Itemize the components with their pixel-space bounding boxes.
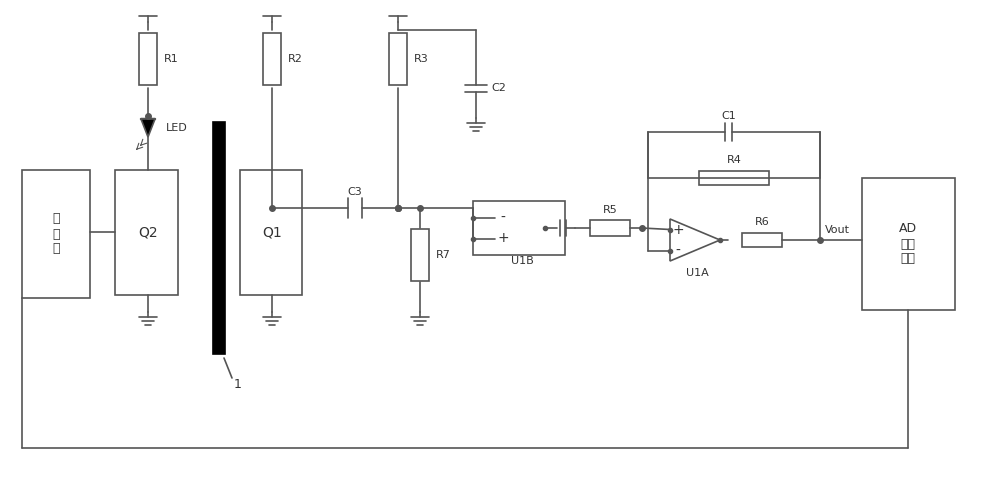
Bar — [115, 170, 178, 295]
Text: C3: C3 — [347, 187, 362, 197]
Text: Q2: Q2 — [139, 225, 157, 239]
Text: R2: R2 — [288, 54, 303, 64]
Bar — [139, 33, 157, 85]
Text: +: + — [672, 222, 684, 236]
Text: 1: 1 — [234, 378, 242, 392]
Text: R3: R3 — [414, 54, 429, 64]
Bar — [862, 178, 955, 310]
Text: R5: R5 — [603, 205, 618, 215]
Bar — [699, 171, 769, 185]
Bar — [213, 122, 225, 354]
Text: U1A: U1A — [686, 268, 709, 278]
Text: R7: R7 — [436, 250, 450, 260]
Text: U1B: U1B — [511, 256, 534, 266]
Text: R4: R4 — [727, 155, 742, 165]
Bar — [590, 220, 630, 236]
Polygon shape — [670, 219, 720, 261]
Bar — [473, 201, 565, 255]
Polygon shape — [495, 207, 545, 249]
Bar — [742, 233, 782, 247]
Bar — [389, 33, 407, 85]
Text: LED: LED — [166, 123, 188, 133]
Polygon shape — [141, 119, 155, 137]
Bar — [240, 170, 302, 295]
Bar — [22, 170, 90, 298]
Text: R1: R1 — [164, 54, 179, 64]
Text: -: - — [501, 210, 506, 224]
Text: -: - — [675, 244, 680, 258]
Text: AD
转换
电路: AD 转换 电路 — [899, 222, 917, 266]
Bar — [411, 229, 429, 281]
Text: 控
制
器: 控 制 器 — [52, 212, 59, 256]
Text: Vout: Vout — [825, 225, 850, 235]
Text: C2: C2 — [491, 83, 506, 93]
Text: C1: C1 — [722, 111, 737, 121]
Text: R6: R6 — [754, 217, 769, 227]
Text: Q1: Q1 — [262, 225, 282, 239]
Text: +: + — [497, 232, 509, 245]
Bar — [263, 33, 281, 85]
